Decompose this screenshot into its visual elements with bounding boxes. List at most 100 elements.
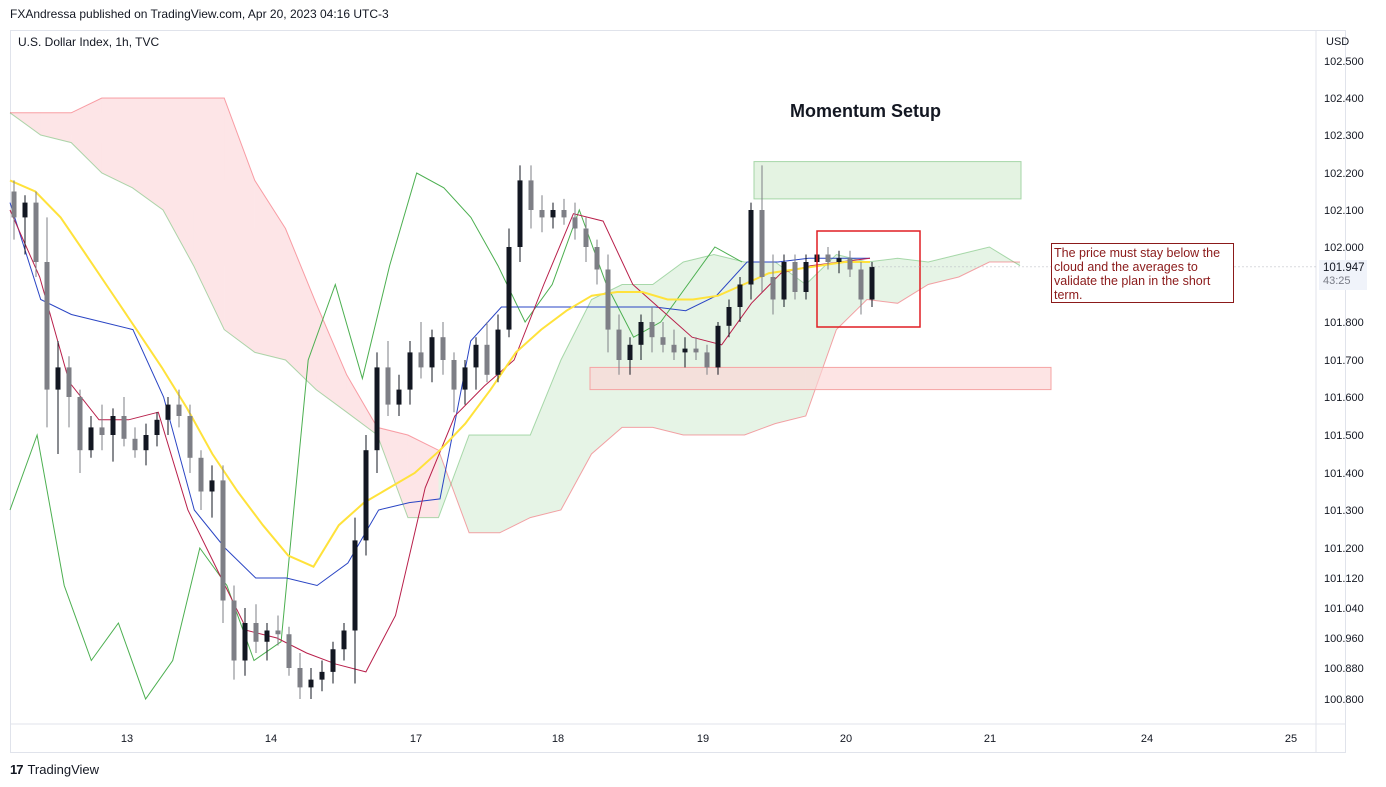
candle-body <box>737 284 743 307</box>
candle-body <box>275 630 281 635</box>
candle-body <box>319 671 325 680</box>
kumo-cloud-segment <box>469 435 500 533</box>
price-tick-label: 102.500 <box>1324 56 1364 68</box>
publisher-info: FXAndressa published on TradingView.com,… <box>10 7 389 21</box>
candle-body <box>726 307 732 326</box>
candle-body <box>242 623 248 661</box>
kumo-cloud-segment <box>377 427 408 518</box>
time-tick-label: 14 <box>265 733 277 745</box>
candle-body <box>253 623 259 642</box>
kumo-cloud-segment <box>193 98 225 330</box>
candle-body <box>715 325 721 368</box>
footer-brand[interactable]: 17 TradingView <box>10 762 99 777</box>
price-tick-label: 101.040 <box>1324 603 1364 615</box>
price-tick-label: 101.500 <box>1324 430 1364 442</box>
kumo-cloud-segment <box>683 254 714 435</box>
time-tick-label: 24 <box>1141 733 1153 745</box>
current-price-tag: 101.947 43:25 <box>1319 260 1367 290</box>
candle-body <box>462 367 468 390</box>
candle-body <box>22 202 28 218</box>
candle-body <box>858 269 864 300</box>
candle-body <box>506 247 512 330</box>
kumo-cloud-segment <box>285 228 317 390</box>
kumo-cloud-segment <box>775 262 806 424</box>
candle-body <box>99 427 105 435</box>
candle-body <box>594 247 600 270</box>
price-tick-label: 102.400 <box>1324 93 1364 105</box>
candle-body <box>341 630 347 650</box>
price-tick-label: 102.200 <box>1324 168 1364 180</box>
price-tick-label: 101.300 <box>1324 505 1364 517</box>
candle-body <box>220 480 226 601</box>
kumo-cloud-segment <box>652 262 684 435</box>
candle-body <box>770 277 776 300</box>
candle-body <box>682 348 688 353</box>
candle-body <box>583 228 589 247</box>
kumo-cloud-segment <box>958 247 990 277</box>
candle-body <box>671 344 677 353</box>
candle-body <box>33 202 39 262</box>
candle-body <box>55 367 61 390</box>
candle-body <box>759 210 765 277</box>
candle-body <box>187 416 193 458</box>
price-tick-label: 101.400 <box>1324 468 1364 480</box>
kijun-sen-line <box>9 202 870 587</box>
price-tick-label: 101.200 <box>1324 543 1364 555</box>
price-tick-label: 101.120 <box>1324 573 1364 585</box>
candle-body <box>231 600 237 661</box>
candle-body <box>869 266 875 300</box>
candle-body <box>352 540 358 631</box>
time-tick-label: 19 <box>697 733 709 745</box>
candle-body <box>44 262 50 390</box>
kumo-cloud-segment <box>163 98 194 266</box>
candle-body <box>418 352 424 368</box>
kumo-cloud-segment <box>989 247 1020 266</box>
candle-body <box>396 389 402 405</box>
candle-body <box>649 322 655 338</box>
kumo-cloud-segment <box>407 435 439 518</box>
candle-body <box>88 427 94 451</box>
kumo-cloud-segment <box>132 98 163 210</box>
last-price: 101.947 <box>1323 262 1365 274</box>
supply-zone <box>753 161 1022 200</box>
tradingview-logo-icon: 17 <box>10 762 24 777</box>
time-tick-label: 21 <box>984 733 996 745</box>
candle-body <box>803 262 809 292</box>
kumo-cloud-segment <box>40 112 72 143</box>
candle-body <box>528 180 534 210</box>
candle-body <box>539 210 545 218</box>
price-tick-label: 100.880 <box>1324 663 1364 675</box>
candle-body <box>748 210 754 285</box>
kumo-cloud-segment <box>438 435 470 533</box>
price-axis-currency: USD <box>1326 36 1349 48</box>
candle-body <box>660 337 666 345</box>
candle-body <box>781 262 787 300</box>
candle-body <box>385 367 391 405</box>
annotation-note[interactable]: The price must stay below the cloud and … <box>1051 243 1234 303</box>
kumo-cloud-segment <box>254 180 286 360</box>
candle-body <box>198 457 204 492</box>
kumo-cloud-segment <box>805 254 837 416</box>
time-tick-label: 17 <box>410 733 422 745</box>
brand-label: TradingView <box>27 762 100 777</box>
candle-body <box>517 180 523 247</box>
price-tick-label: 102.300 <box>1324 130 1364 142</box>
candle-body <box>825 254 831 262</box>
candle-body <box>572 217 578 229</box>
candle-body <box>209 480 215 492</box>
demand-zone <box>589 366 1052 391</box>
bar-countdown: 43:25 <box>1323 275 1351 287</box>
symbol-title: U.S. Dollar Index, 1h, TVC <box>18 35 160 49</box>
kumo-cloud-segment <box>867 258 898 304</box>
candle-body <box>132 438 138 451</box>
chart-frame <box>10 30 1346 753</box>
candle-body <box>847 258 853 270</box>
candle-body <box>484 344 490 375</box>
candle-body <box>66 367 72 397</box>
candle-body <box>286 634 292 668</box>
candle-body <box>264 630 270 642</box>
candle-body <box>143 435 149 451</box>
candle-body <box>297 668 303 688</box>
time-tick-label: 18 <box>552 733 564 745</box>
